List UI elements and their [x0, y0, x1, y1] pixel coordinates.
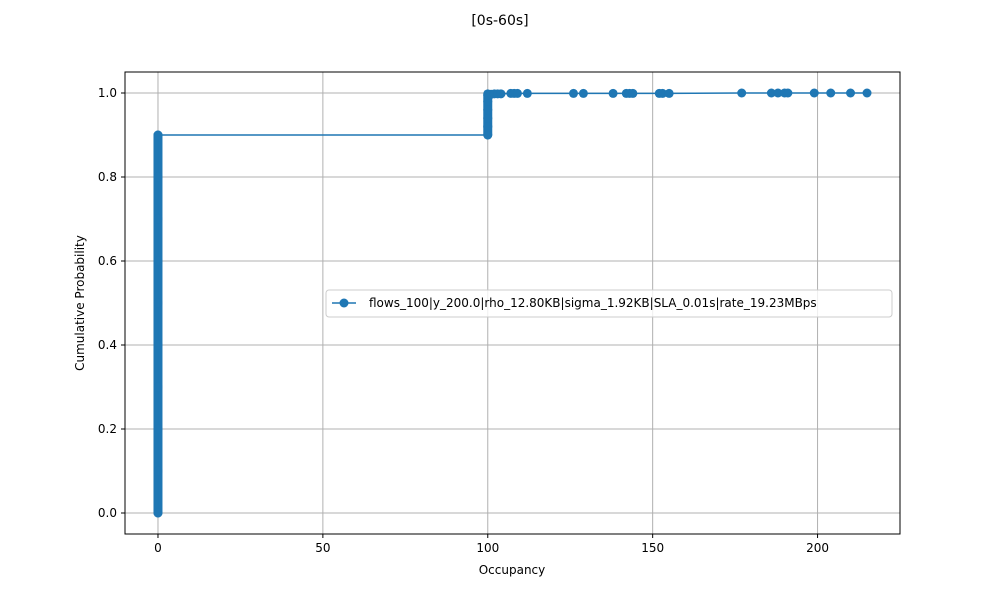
data-point — [483, 96, 493, 106]
data-point — [766, 88, 776, 98]
legend-label: flows_100|y_200.0|rho_12.80KB|sigma_1.92… — [369, 296, 817, 310]
data-point — [496, 89, 506, 99]
data-point — [826, 88, 836, 98]
x-tick-label: 0 — [154, 541, 162, 555]
y-tick-label: 0.6 — [98, 254, 117, 268]
x-tick-label: 50 — [315, 541, 330, 555]
data-point — [783, 88, 793, 98]
data-point — [153, 340, 163, 350]
y-tick-label: 0.2 — [98, 422, 117, 436]
data-point — [862, 88, 872, 98]
data-point — [658, 88, 668, 98]
data-point — [569, 88, 579, 98]
data-point — [664, 88, 674, 98]
data-point — [153, 256, 163, 266]
chart-title: [0s-60s] — [471, 13, 528, 29]
legend-box — [325, 289, 893, 318]
data-point — [483, 113, 493, 123]
data-point — [483, 122, 493, 132]
y-axis-label: Cumulative Probability — [73, 235, 87, 371]
y-tick-label: 1.0 — [98, 86, 117, 100]
data-point — [773, 88, 783, 98]
data-point — [628, 88, 638, 98]
y-tick-label: 0.8 — [98, 170, 117, 184]
data-point — [522, 88, 532, 98]
data-point — [153, 130, 163, 140]
data-point — [153, 382, 163, 392]
plot-frame — [124, 71, 901, 535]
data-point — [608, 88, 618, 98]
data-point — [578, 88, 588, 98]
legend-marker — [339, 298, 349, 308]
data-point — [512, 88, 522, 98]
data-point — [153, 214, 163, 224]
y-tick-label: 0.0 — [98, 506, 117, 520]
legend: flows_100|y_200.0|rho_12.80KB|sigma_1.92… — [325, 289, 893, 318]
data-point — [483, 105, 493, 115]
x-tick-label: 150 — [641, 541, 664, 555]
data-point — [846, 88, 856, 98]
data-point — [809, 88, 819, 98]
series-layer — [153, 88, 872, 518]
data-point — [153, 466, 163, 476]
data-point — [153, 508, 163, 518]
x-tick-label: 200 — [806, 541, 829, 555]
y-tick-label: 0.4 — [98, 338, 117, 352]
data-point — [153, 424, 163, 434]
data-point — [483, 130, 493, 140]
x-tick-label: 100 — [476, 541, 499, 555]
x-axis-label: Occupancy — [479, 563, 546, 577]
data-point — [153, 298, 163, 308]
data-point — [153, 172, 163, 182]
data-point — [737, 88, 747, 98]
ticks: 0 50 100 150 200 0.0 0.2 0.4 0.6 0.8 1.0 — [98, 86, 829, 555]
